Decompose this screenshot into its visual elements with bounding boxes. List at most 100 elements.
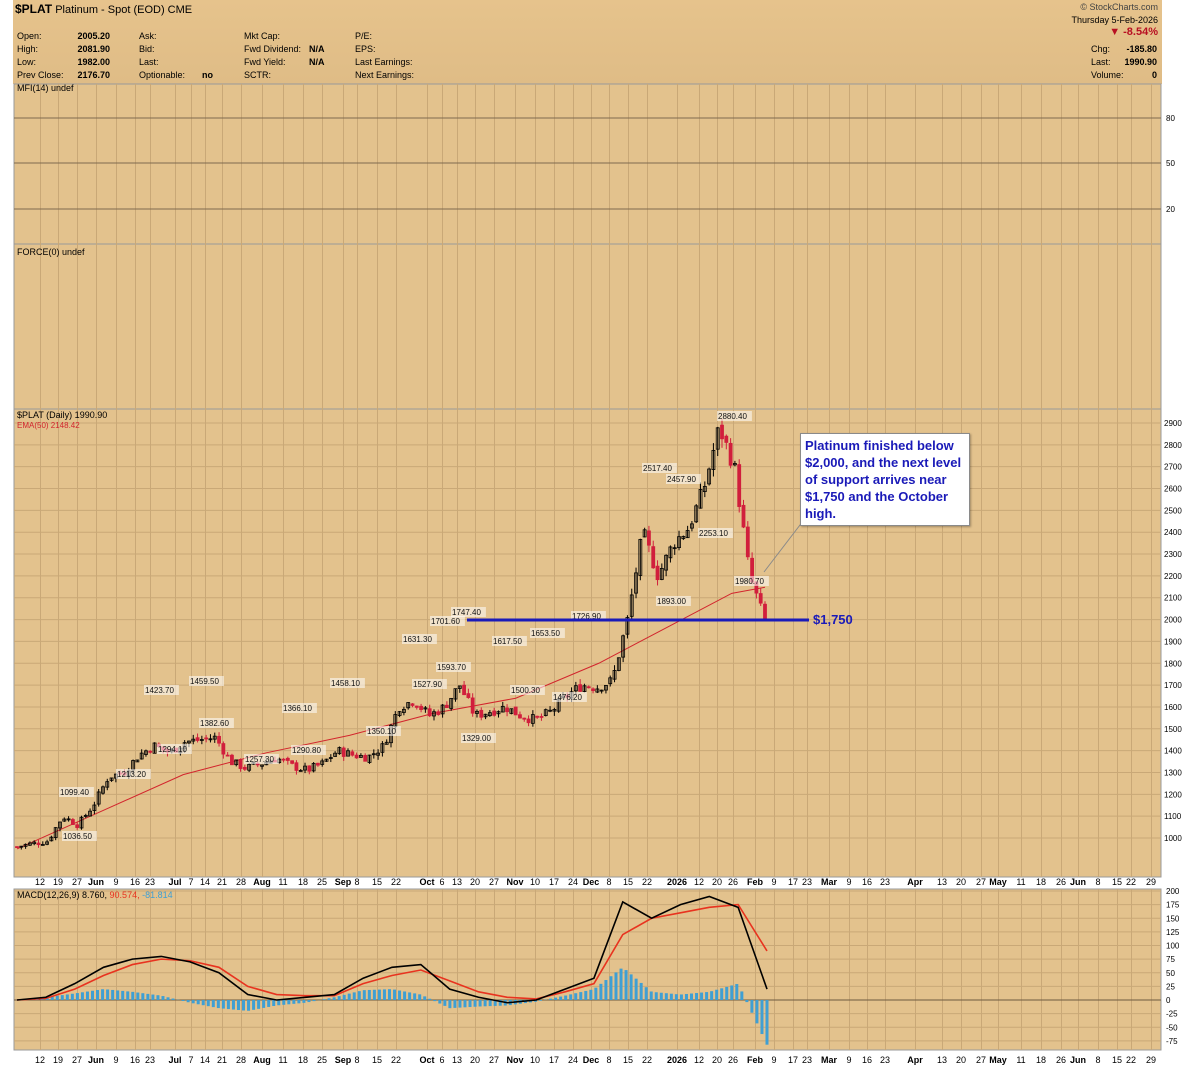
x-tick-label: 9 [113,877,118,887]
candle-body [522,717,527,720]
macd-histogram-bar [307,1000,311,1003]
symbol: $PLAT [15,2,53,16]
quote-value: 1990.90 [1124,57,1157,67]
x-tick-label: 13 [452,1055,462,1065]
price-label-bg [244,754,279,764]
macd-tick-label: 125 [1166,928,1180,937]
support-level-label: $1,750 [813,612,853,627]
force-panel-bg [13,243,1162,410]
x-tick-label: 27 [976,877,986,887]
macd-tick-label: -50 [1166,1023,1178,1032]
macd-histogram-bar [428,998,432,1000]
quote-label: EPS: [355,44,376,54]
macd-histogram-bar [166,997,170,1000]
price-label-bg [642,463,677,473]
price-label: 1329.00 [462,734,491,743]
macd-tick-label: 150 [1166,914,1180,923]
macd-histogram-bar [715,989,719,1000]
x-tick-label: 22 [1126,1055,1136,1065]
price-label-bg [451,607,486,617]
candle-body [371,753,376,756]
x-tick-label: 6 [439,1055,444,1065]
x-tick-label: 20 [470,1055,480,1065]
macd-histogram-bar [55,995,59,1000]
candle-body [621,635,626,658]
macd-histogram-bar [554,997,558,1000]
macd-histogram-bar [705,992,709,1000]
macd-histogram-bar [262,1000,266,1008]
macd-histogram-bar [85,991,89,1000]
price-label-bg [552,692,587,702]
macd-histogram-bar [423,996,427,1000]
x-tick-label: 15 [623,877,633,887]
price-label: 1036.50 [63,832,92,841]
x-tick-label: 17 [549,877,559,887]
x-tick-label: 8 [1095,877,1100,887]
price-tick-label: 2900 [1164,419,1182,428]
x-tick-label: 29 [1146,877,1156,887]
candle-body [690,523,694,529]
price-tick-label: 1000 [1164,834,1182,843]
price-label: 1747.40 [452,608,481,617]
stockcharts-logo[interactable]: © StockCharts.com [1080,2,1158,12]
macd-histogram-bar [216,1000,220,1009]
x-tick-label: Nov [506,877,523,887]
macd-histogram-bar [65,994,69,1000]
x-tick-label: Jun [88,1055,104,1065]
mfi-title: MFI(14) undef [17,83,74,93]
x-tick-label: 19 [53,1055,63,1065]
quote-label: Last Earnings: [355,57,413,67]
candle-body [573,685,578,692]
price-label-bg [717,411,752,421]
mfi-tick-label: 80 [1166,114,1175,123]
macd-histogram-bar [382,989,386,1000]
macd-histogram-bar [327,998,331,1000]
macd-histogram-bar [549,998,553,1000]
candle-body [552,709,557,712]
macd-histogram-bar [644,987,648,1000]
candle-body [285,757,290,761]
candle-body [70,819,75,825]
quote-label: Next Earnings: [355,70,415,80]
x-tick-label: Sep [335,877,352,887]
x-tick-label: 22 [391,877,401,887]
price-label: 1350.10 [367,727,396,736]
candle-body [595,688,600,693]
candle-body [49,836,54,842]
quote-label: Bid: [139,44,155,54]
quote-label: High: [17,44,39,54]
x-tick-label: 2026 [667,877,687,887]
macd-histogram-bar [448,1000,452,1009]
candle-body [518,714,522,719]
candle-body [543,709,548,716]
candle-body [449,697,454,709]
macd-histogram-bar [559,996,563,1000]
price-label-bg [656,596,691,606]
macd-histogram-bar [136,992,140,1000]
macd-histogram-bar [206,1000,210,1007]
x-tick-label: Dec [583,877,600,887]
macd-histogram-bar [438,1000,442,1004]
candle-body [470,697,475,714]
price-tick-label: 1200 [1164,790,1182,799]
candle-body [466,693,471,698]
price-label: 1294.10 [158,745,187,754]
candle-body [45,841,49,845]
price-tick-label: 1800 [1164,659,1182,668]
candle-body [432,711,436,717]
candle-body [711,449,716,470]
candle-body [444,704,449,709]
macd-histogram-bar [171,998,175,1000]
price-tick-label: 2000 [1164,616,1182,625]
x-tick-label: 11 [1016,877,1025,887]
candle-body [720,424,724,440]
x-tick-label: 26 [1056,877,1066,887]
price-tick-label: 1400 [1164,747,1182,756]
macd-histogram-bar [433,1000,437,1002]
macd-histogram-bar [377,989,381,1000]
quote-label: Last: [139,57,159,67]
quote-value: 1982.00 [77,57,110,67]
macd-histogram-bar [337,996,341,1000]
macd-histogram-bar [252,1000,256,1010]
price-label: 2880.40 [718,412,747,421]
